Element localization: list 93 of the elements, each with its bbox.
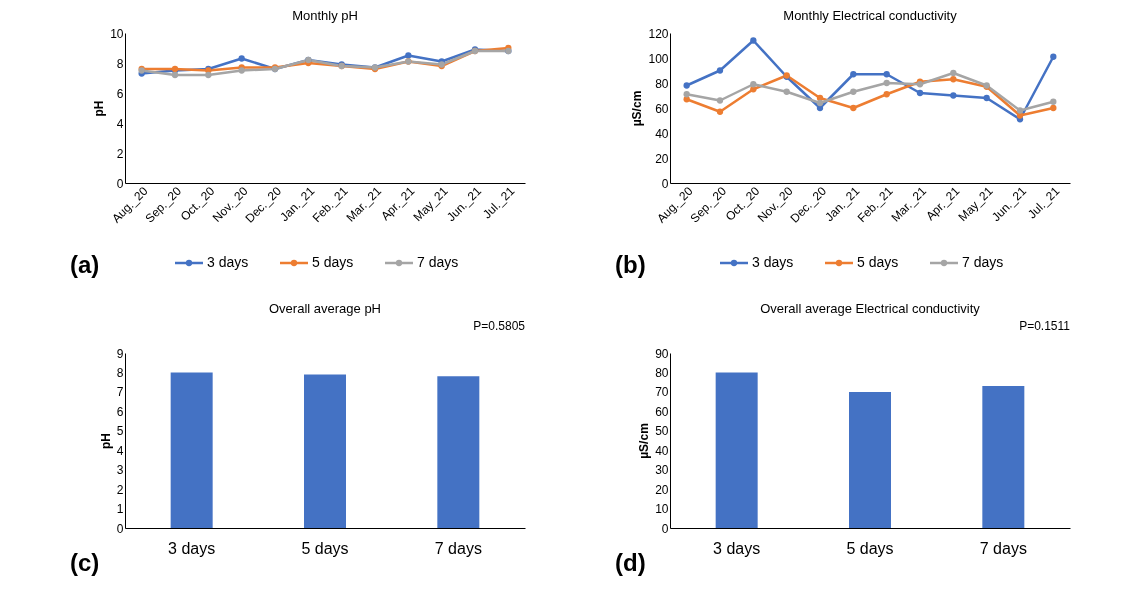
point [1050, 53, 1057, 60]
chart-title: Overall average Electrical conductivity [760, 301, 981, 316]
y-tick-label: 4 [116, 443, 124, 458]
y-tick-label: 20 [655, 151, 669, 166]
y-tick-label: 5 [116, 424, 124, 439]
point [1050, 98, 1057, 105]
x-tick-label: 7 days [979, 539, 1027, 557]
y-tick-label: 40 [655, 126, 669, 141]
y-tick-label: 8 [116, 56, 124, 71]
y-tick-label: 50 [655, 424, 669, 439]
y-tick-label: 90 [655, 346, 669, 361]
y-tick-label: 10 [110, 26, 124, 41]
y-tick-label: 0 [661, 521, 669, 536]
point [850, 88, 857, 95]
y-tick-label: 1 [116, 502, 124, 517]
y-tick-label: 8 [116, 365, 124, 380]
y-axis-title: pH [98, 433, 113, 449]
text: (a) [70, 251, 100, 278]
x-tick-label: 3 days [168, 539, 216, 557]
x-tick-label: 5 days [846, 539, 894, 557]
text: (c) [70, 549, 100, 576]
point [1050, 104, 1057, 112]
y-axis-title: pH [92, 100, 107, 117]
x-tick-label: 7 days [434, 539, 482, 557]
point [238, 55, 245, 62]
legend-label: 7 days [962, 254, 1004, 270]
y-tick-label: 30 [655, 463, 669, 478]
legend-label: 5 days [312, 254, 354, 270]
point [205, 71, 212, 79]
legend-label: 7 days [417, 254, 459, 270]
text: (b) [615, 251, 646, 278]
point [983, 94, 990, 102]
x-tick-label: 5 days [301, 539, 349, 557]
legend-label: 5 days [857, 254, 899, 270]
bar [849, 391, 891, 528]
y-tick-label: 2 [116, 146, 124, 161]
point [950, 69, 957, 77]
point [750, 37, 757, 44]
y-axis-title: µS/cm [637, 423, 652, 459]
point [950, 92, 957, 99]
point [716, 97, 724, 104]
y-tick-label: 0 [116, 176, 124, 191]
y-tick-label: 9 [116, 346, 124, 361]
x-tick-label: 3 days [713, 539, 761, 557]
y-tick-label: 6 [116, 404, 124, 419]
point [816, 94, 824, 102]
y-tick-label: 60 [655, 404, 669, 419]
chart-title: Overall average pH [269, 301, 381, 316]
point [750, 86, 757, 93]
chart-title: Monthly Electrical conductivity [783, 8, 958, 23]
point [883, 79, 890, 87]
y-tick-label: 0 [116, 521, 124, 536]
y-tick-label: 120 [648, 26, 669, 41]
point [750, 81, 757, 88]
point [783, 88, 790, 95]
point [683, 82, 690, 89]
point [716, 108, 724, 115]
point [171, 71, 179, 79]
y-tick-label: 20 [655, 482, 669, 497]
y-tick-label: 4 [116, 116, 124, 131]
point [1016, 107, 1024, 114]
y-tick-label: 40 [655, 443, 669, 458]
point [683, 96, 690, 103]
point [883, 91, 890, 98]
text: P=0.5805 [473, 319, 526, 333]
y-axis-title: µS/cm [630, 90, 645, 127]
point [405, 52, 412, 59]
chart-title: Monthly pH [292, 8, 358, 23]
y-tick-label: 7 [116, 385, 124, 400]
point [950, 76, 957, 83]
y-tick-label: 2 [116, 482, 124, 497]
point [816, 99, 824, 107]
point [883, 71, 890, 78]
text: (d) [615, 549, 646, 576]
y-tick-label: 0 [661, 176, 669, 191]
legend-label: 3 days [207, 254, 249, 270]
point [850, 71, 857, 78]
legend-label: 3 days [752, 254, 794, 270]
point [683, 91, 690, 98]
text: P=0.1511 [1019, 319, 1071, 333]
y-tick-label: 10 [655, 502, 669, 517]
point [916, 89, 924, 97]
y-tick-label: 3 [116, 463, 124, 478]
point [850, 104, 857, 112]
y-tick-label: 80 [655, 365, 669, 380]
bar [982, 386, 1025, 528]
point [716, 67, 724, 74]
y-tick-label: 100 [648, 51, 669, 66]
y-tick-label: 70 [655, 385, 669, 400]
y-tick-label: 6 [116, 86, 124, 101]
y-tick-label: 80 [655, 76, 669, 91]
bar [715, 372, 758, 528]
y-tick-label: 60 [655, 101, 669, 116]
